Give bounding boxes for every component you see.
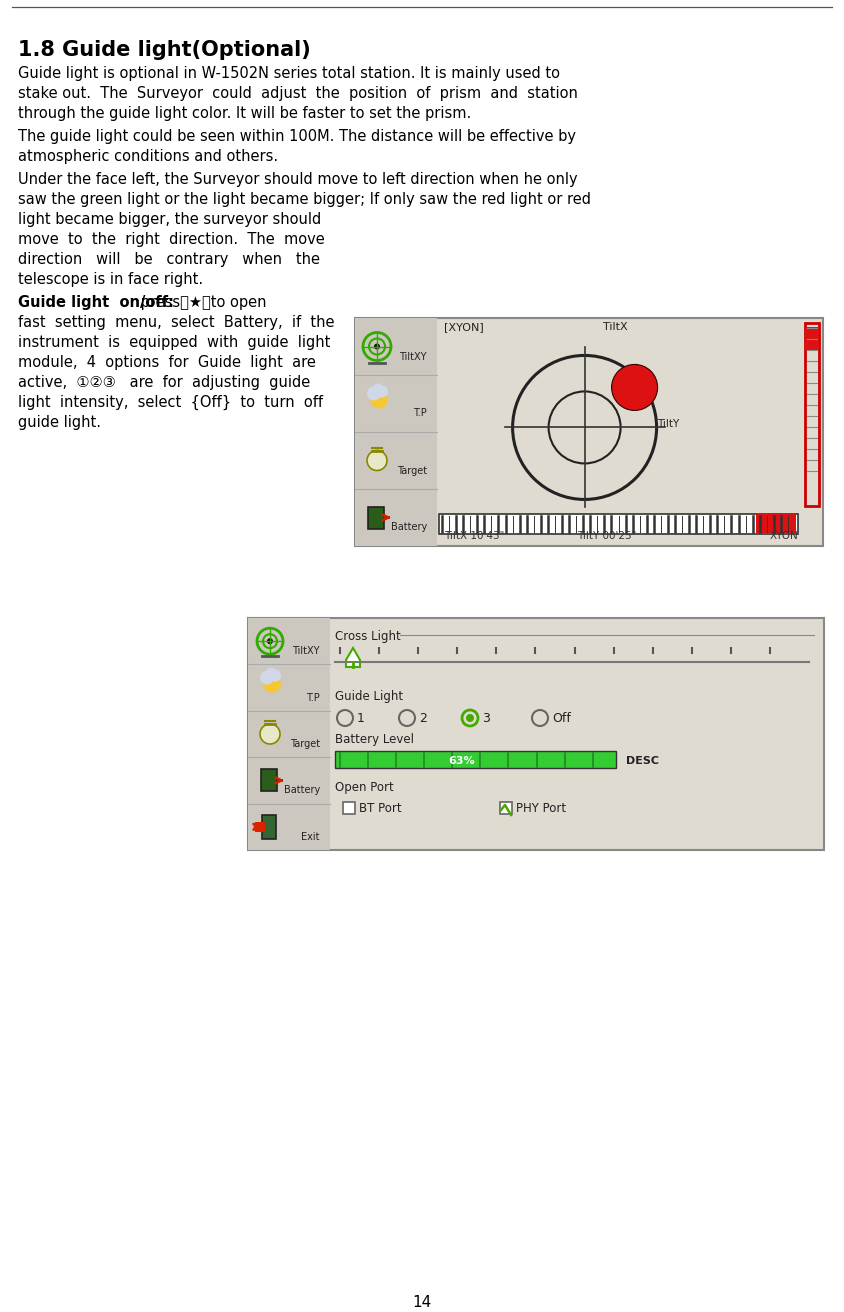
Text: Battery: Battery bbox=[284, 786, 320, 795]
Text: module,  4  options  for  Guide  light  are: module, 4 options for Guide light are bbox=[18, 356, 316, 370]
Text: through the guide light color. It will be faster to set the prism.: through the guide light color. It will b… bbox=[18, 106, 471, 121]
Circle shape bbox=[367, 450, 387, 471]
Text: DESC: DESC bbox=[625, 756, 658, 765]
Text: 63%: 63% bbox=[448, 756, 474, 765]
Bar bbox=[805, 323, 819, 506]
Bar bbox=[335, 750, 616, 768]
Circle shape bbox=[260, 670, 274, 685]
Text: light  intensity,  select  {Off}  to  turn  off: light intensity, select {Off} to turn of… bbox=[18, 395, 323, 411]
Text: T.P: T.P bbox=[414, 408, 427, 419]
Bar bbox=[343, 802, 355, 813]
Text: instrument  is  equipped  with  guide  light: instrument is equipped with guide light bbox=[18, 335, 330, 350]
Polygon shape bbox=[346, 648, 360, 666]
Text: Exit: Exit bbox=[301, 832, 320, 842]
Bar bbox=[805, 327, 819, 352]
Circle shape bbox=[466, 714, 474, 722]
Bar bbox=[355, 318, 823, 546]
Text: Battery Level: Battery Level bbox=[335, 733, 414, 747]
Circle shape bbox=[260, 724, 280, 744]
Bar bbox=[368, 506, 384, 529]
Text: Off: Off bbox=[552, 711, 571, 724]
Bar bbox=[439, 514, 798, 534]
Text: TiltXY: TiltXY bbox=[399, 352, 427, 362]
Text: T.P: T.P bbox=[306, 693, 320, 703]
Bar bbox=[500, 802, 512, 813]
Text: atmospheric conditions and others.: atmospheric conditions and others. bbox=[18, 150, 279, 164]
Text: The guide light could be seen within 100M. The distance will be effective by: The guide light could be seen within 100… bbox=[18, 129, 576, 144]
Circle shape bbox=[367, 387, 381, 400]
Text: TiltX 10'43": TiltX 10'43" bbox=[444, 531, 505, 541]
Text: XYON: XYON bbox=[769, 531, 798, 541]
Circle shape bbox=[267, 638, 273, 644]
Bar bbox=[355, 318, 437, 546]
Text: TiltY: TiltY bbox=[657, 420, 679, 429]
Text: stake out.  The  Surveyor  could  adjust  the  position  of  prism  and  station: stake out. The Surveyor could adjust the… bbox=[18, 87, 578, 101]
Text: press【★】to open: press【★】to open bbox=[136, 295, 267, 310]
Text: Open Port: Open Port bbox=[335, 781, 394, 794]
Text: telescope is in face right.: telescope is in face right. bbox=[18, 272, 203, 287]
Text: light became bigger, the surveyor should: light became bigger, the surveyor should bbox=[18, 213, 322, 227]
Text: 14: 14 bbox=[413, 1295, 431, 1309]
Text: 2: 2 bbox=[419, 711, 427, 724]
Text: [XYON]: [XYON] bbox=[444, 321, 484, 332]
Text: Battery: Battery bbox=[391, 522, 427, 533]
Text: Cross Light: Cross Light bbox=[335, 630, 401, 643]
Circle shape bbox=[612, 365, 657, 411]
Text: Guide light  on/off:: Guide light on/off: bbox=[18, 295, 174, 310]
Text: saw the green light or the light became bigger; If only saw the red light or red: saw the green light or the light became … bbox=[18, 192, 591, 207]
Text: Guide light is optional in W-1502N series total station. It is mainly used to: Guide light is optional in W-1502N serie… bbox=[18, 66, 560, 81]
Bar bbox=[248, 618, 330, 850]
Bar bbox=[261, 769, 277, 791]
Text: TiltX: TiltX bbox=[603, 321, 627, 332]
Text: TiltY 00'25": TiltY 00'25" bbox=[577, 531, 636, 541]
Text: active,  ①②③   are  for  adjusting  guide: active, ①②③ are for adjusting guide bbox=[18, 375, 311, 390]
Circle shape bbox=[376, 386, 388, 398]
Bar bbox=[248, 618, 824, 850]
Text: Guide Light: Guide Light bbox=[335, 690, 403, 703]
Text: 3: 3 bbox=[482, 711, 490, 724]
Circle shape bbox=[263, 674, 281, 693]
Circle shape bbox=[266, 668, 276, 677]
Bar bbox=[262, 815, 276, 838]
Text: move  to  the  right  direction.  The  move: move to the right direction. The move bbox=[18, 232, 325, 247]
Text: fast  setting  menu,  select  Battery,  if  the: fast setting menu, select Battery, if th… bbox=[18, 315, 334, 331]
Circle shape bbox=[373, 383, 383, 394]
Text: guide light.: guide light. bbox=[18, 415, 101, 430]
Text: BT Port: BT Port bbox=[359, 802, 402, 815]
Circle shape bbox=[269, 669, 281, 682]
Text: TiltXY: TiltXY bbox=[293, 647, 320, 656]
Text: Under the face left, the Surveyor should move to left direction when he only: Under the face left, the Surveyor should… bbox=[18, 172, 577, 188]
Text: Target: Target bbox=[289, 739, 320, 749]
Circle shape bbox=[374, 344, 380, 349]
Bar bbox=[756, 514, 796, 533]
Text: PHY Port: PHY Port bbox=[516, 802, 566, 815]
Text: Target: Target bbox=[397, 466, 427, 475]
Text: 1.8 Guide light(Optional): 1.8 Guide light(Optional) bbox=[18, 39, 311, 60]
Text: 1: 1 bbox=[357, 711, 365, 724]
Circle shape bbox=[370, 391, 388, 408]
Bar bbox=[255, 821, 265, 832]
Text: direction   will   be   contrary   when   the: direction will be contrary when the bbox=[18, 252, 320, 268]
